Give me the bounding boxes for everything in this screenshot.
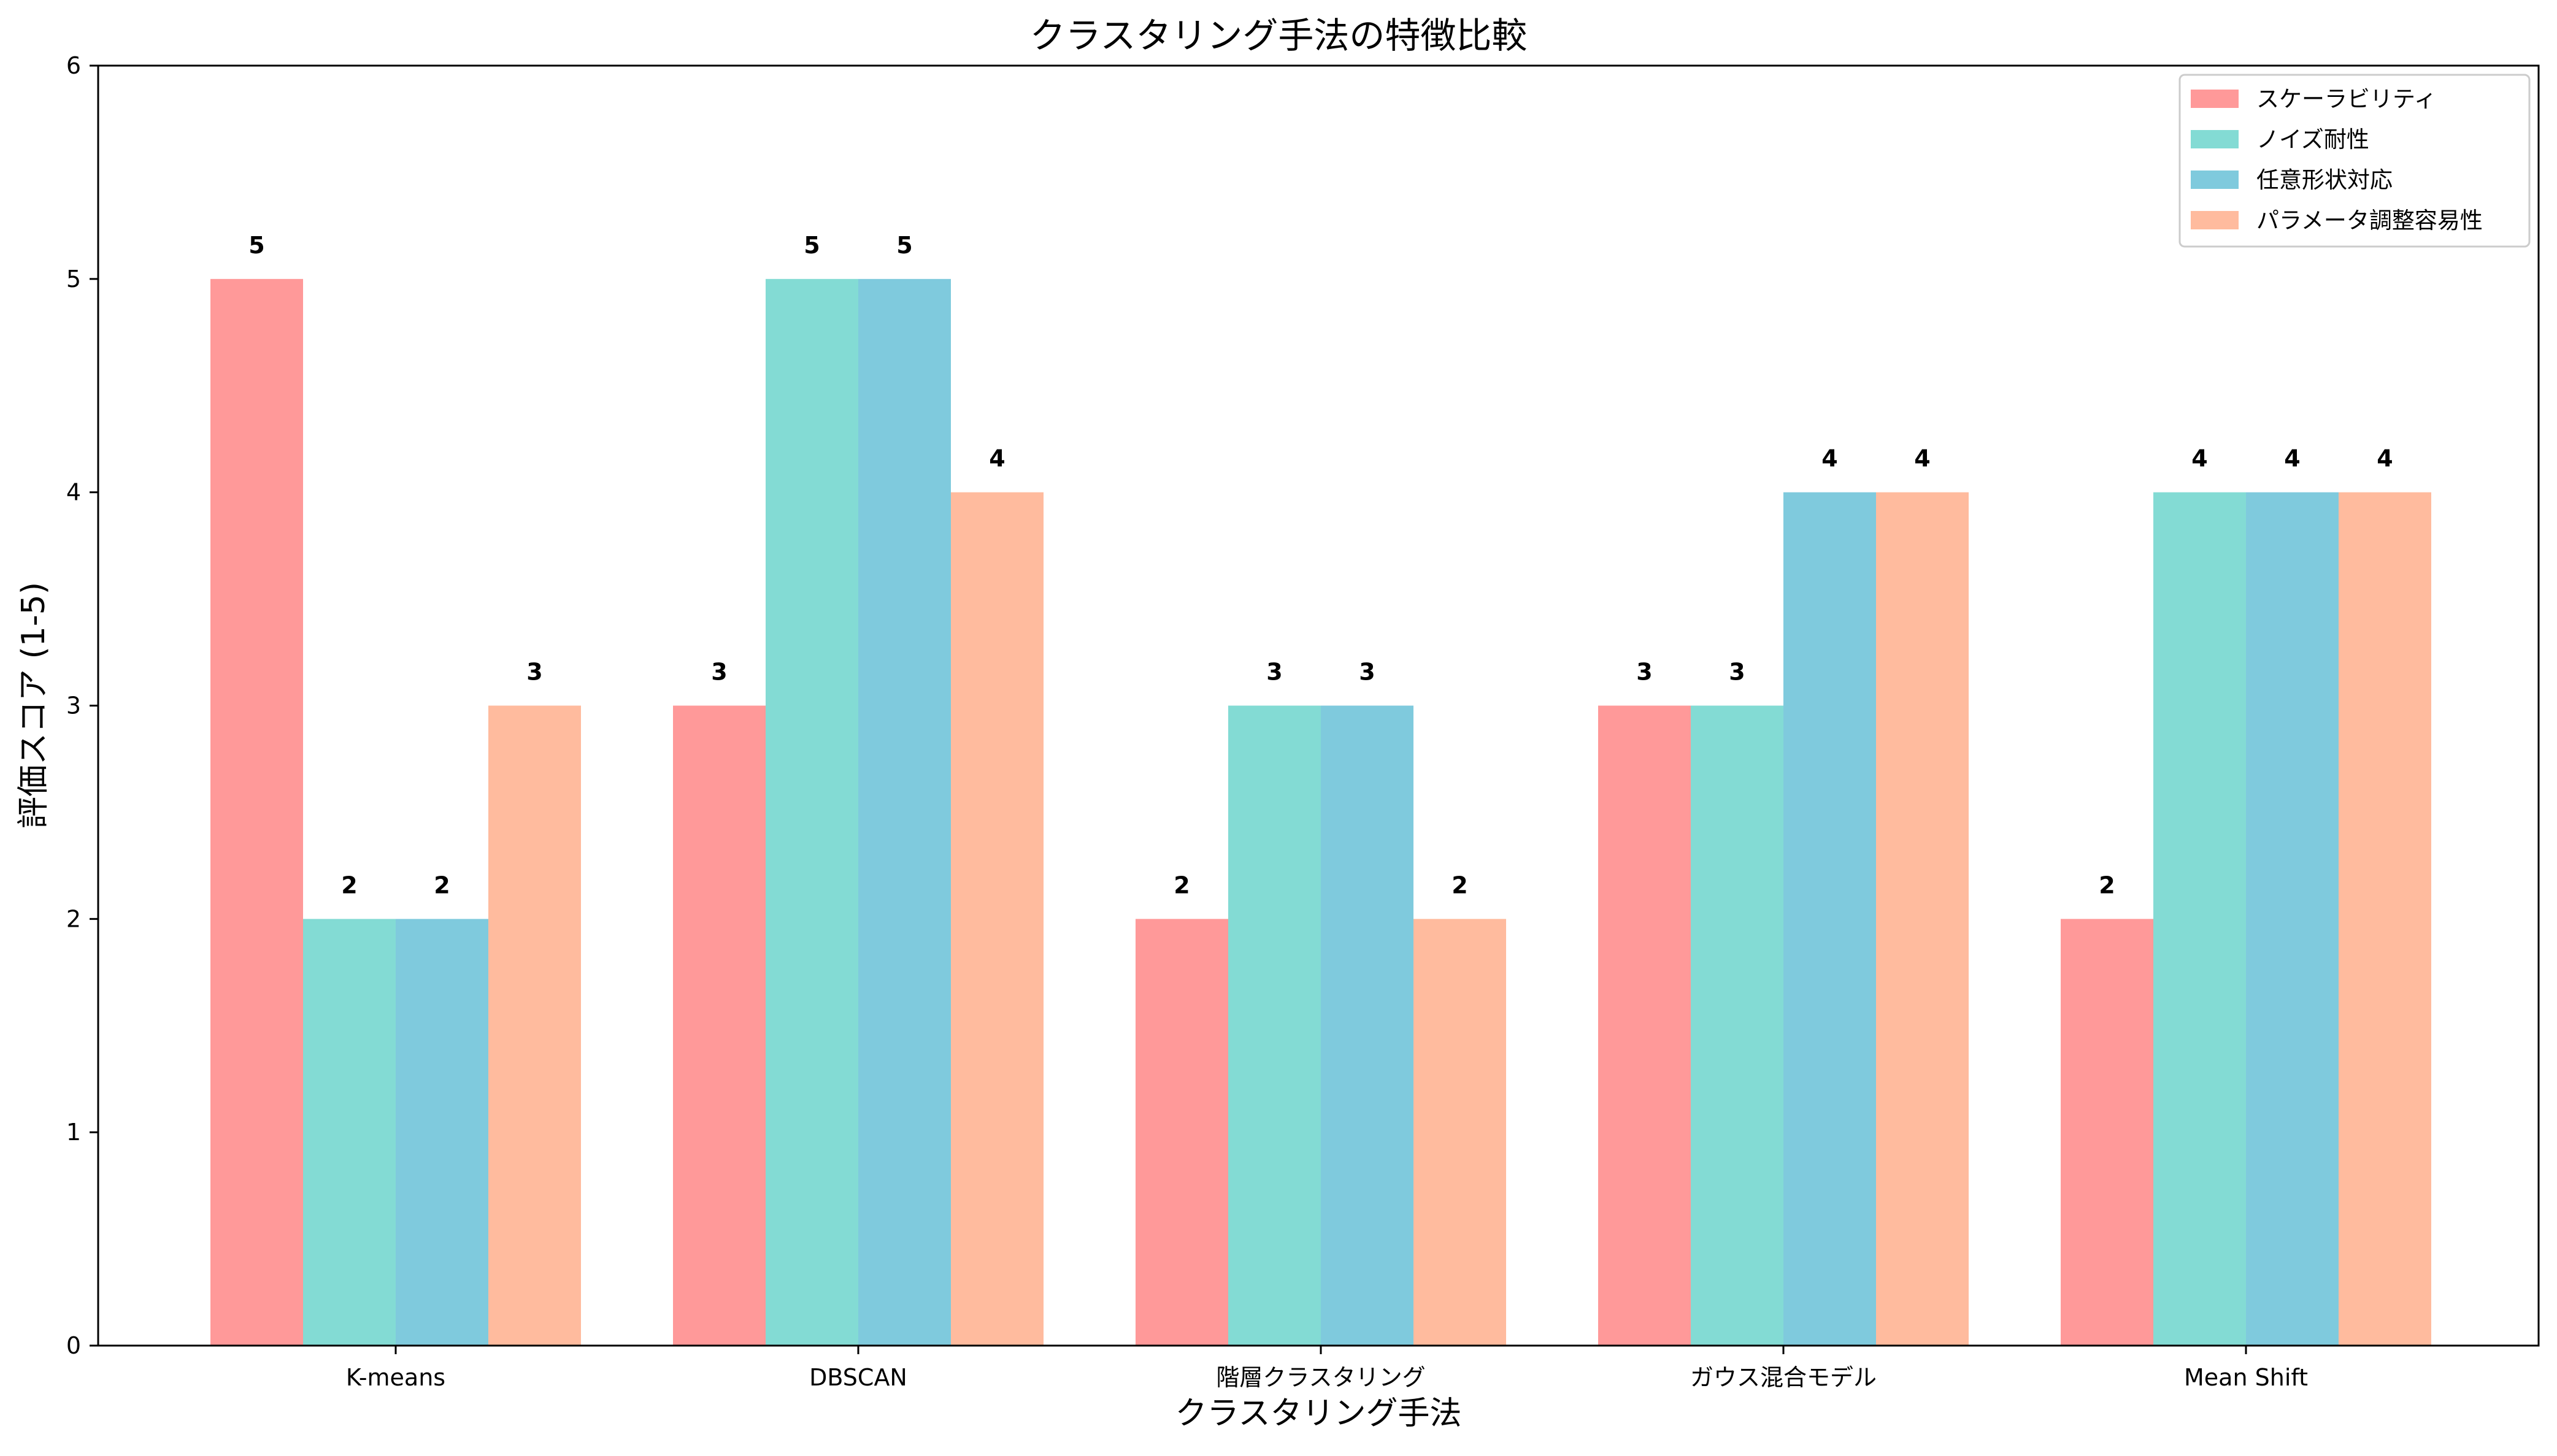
y-tick-label: 5 xyxy=(66,266,81,293)
y-axis-label: 評価スコア (1-5) xyxy=(15,582,52,829)
value-label: 2 xyxy=(1174,872,1190,899)
y-axis: 0 1 2 3 4 5 6 xyxy=(66,52,98,1359)
x-tick-label: K-means xyxy=(346,1364,445,1391)
chart-title: クラスタリング手法の特徴比較 xyxy=(1030,15,1528,56)
bar xyxy=(488,705,581,1346)
value-label: 4 xyxy=(1821,445,1837,472)
y-tick-label: 1 xyxy=(66,1119,81,1146)
legend-swatch xyxy=(2191,171,2239,189)
bar xyxy=(1228,705,1321,1346)
bar xyxy=(1413,919,1506,1346)
x-tick-label: ガウス混合モデル xyxy=(1690,1364,1877,1391)
x-tick-label: 階層クラスタリング xyxy=(1216,1364,1425,1391)
value-label: 5 xyxy=(248,232,264,259)
bar xyxy=(766,278,858,1346)
bar xyxy=(303,919,396,1346)
legend-label: スケーラビリティ xyxy=(2256,86,2437,112)
bar xyxy=(1691,705,1783,1346)
x-tick-label: Mean Shift xyxy=(2184,1364,2308,1391)
x-axis-label: クラスタリング手法 xyxy=(1175,1395,1462,1432)
bar xyxy=(1598,705,1691,1346)
bar xyxy=(1783,492,1876,1346)
y-tick-label: 0 xyxy=(66,1332,81,1359)
legend-box xyxy=(2178,74,2531,248)
value-label: 3 xyxy=(711,659,727,686)
value-label: 2 xyxy=(434,872,450,899)
value-label: 4 xyxy=(2284,445,2300,472)
plot-frame xyxy=(97,64,2540,1347)
bar xyxy=(673,705,766,1346)
legend-label: 任意形状対応 xyxy=(2256,167,2393,193)
value-label: 2 xyxy=(1452,872,1467,899)
value-label: 4 xyxy=(2377,445,2393,472)
y-tick-label: 2 xyxy=(66,905,81,932)
legend-label: パラメータ調整容易性 xyxy=(2256,207,2483,234)
value-label: 5 xyxy=(896,232,912,259)
bar xyxy=(2246,492,2339,1346)
y-tick-label: 6 xyxy=(66,52,81,79)
value-label: 2 xyxy=(341,872,357,899)
bar xyxy=(858,278,951,1346)
value-label: 4 xyxy=(1914,445,1930,472)
value-label: 4 xyxy=(989,445,1005,472)
legend-label: ノイズ耐性 xyxy=(2256,126,2369,153)
legend-swatch xyxy=(2191,211,2239,229)
bar xyxy=(2061,919,2153,1346)
value-label: 3 xyxy=(1266,659,1282,686)
bar xyxy=(1136,919,1228,1346)
value-label: 2 xyxy=(2099,872,2115,899)
bar xyxy=(1876,492,1969,1346)
value-label: 5 xyxy=(804,232,820,259)
value-label: 3 xyxy=(1359,659,1375,686)
bar xyxy=(2153,492,2246,1346)
legend-swatch xyxy=(2191,130,2239,148)
bar xyxy=(951,492,1044,1346)
bar xyxy=(210,278,303,1346)
value-label: 3 xyxy=(1729,659,1745,686)
bars-layer xyxy=(210,278,2431,1346)
value-label: 4 xyxy=(2191,445,2207,472)
x-axis: K-means DBSCAN 階層クラスタリング ガウス混合モデル Mean Shift xyxy=(346,1346,2308,1391)
bar xyxy=(396,919,488,1346)
value-labels-layer: 5 2 2 3 3 5 5 4 2 3 3 2 3 3 4 4 2 4 4 4 xyxy=(248,232,2393,899)
x-tick-label: DBSCAN xyxy=(809,1364,907,1391)
bar xyxy=(2339,492,2431,1346)
value-label: 3 xyxy=(526,659,542,686)
y-tick-label: 3 xyxy=(66,692,81,719)
y-tick-label: 4 xyxy=(66,479,81,506)
bar xyxy=(1321,705,1413,1346)
value-label: 3 xyxy=(1636,659,1652,686)
legend-swatch xyxy=(2191,90,2239,108)
